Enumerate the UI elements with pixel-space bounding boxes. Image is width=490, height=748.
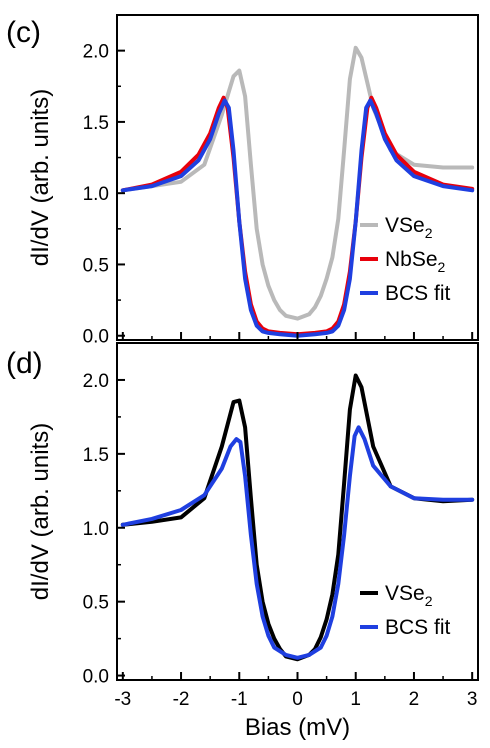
- legend-label: BCS fit: [385, 616, 451, 639]
- panel-label: (c): [6, 16, 41, 49]
- y-tick-label: 2.0: [83, 42, 109, 63]
- y-tick-label: 0.5: [83, 593, 109, 614]
- y-tick-label: 0.0: [83, 667, 109, 688]
- series-line-bcs-fit: [120, 425, 475, 660]
- x-tick-label: -1: [231, 689, 248, 710]
- x-tick-label: 1: [350, 689, 361, 710]
- legend-label: VSe2: [385, 582, 433, 609]
- legend-label-base: BCS fit: [385, 616, 451, 639]
- legend-label: VSe2: [385, 214, 433, 241]
- legend-entry: VSe2: [360, 214, 433, 241]
- panel-c: 0.00.51.01.52.0dI/dV (arb. units)(c)VSe2…: [6, 14, 479, 348]
- legend-label-subscript: 2: [425, 593, 433, 609]
- legend-entry: NbSe2: [360, 248, 446, 275]
- legend-label-subscript: 2: [438, 259, 446, 275]
- panel-label: (d): [6, 347, 43, 380]
- legend-label-base: NbSe: [385, 248, 438, 271]
- x-tick-label: 2: [409, 689, 420, 710]
- x-tick-label: -3: [114, 689, 131, 710]
- y-tick-label: 1.0: [83, 519, 109, 540]
- series-line-vse2: [120, 45, 475, 321]
- y-tick-label: 0.0: [83, 327, 109, 348]
- legend-label-base: VSe: [385, 214, 425, 237]
- x-axis-title: Bias (mV): [245, 714, 350, 741]
- y-axis-title: dI/dV (arb. units): [27, 423, 54, 600]
- legend-entry: BCS fit: [360, 282, 451, 305]
- legend-label: BCS fit: [385, 282, 451, 305]
- y-tick-label: 1.0: [83, 184, 109, 205]
- x-tick-label: 0: [292, 689, 303, 710]
- legend-label-base: BCS fit: [385, 282, 451, 305]
- legend-label-base: VSe: [385, 582, 425, 605]
- legend-label: NbSe2: [385, 248, 446, 275]
- legend-label-subscript: 2: [425, 225, 433, 241]
- y-tick-label: 0.5: [83, 255, 109, 276]
- y-axis-title: dI/dV (arb. units): [27, 89, 54, 266]
- panel-d: 0.0 0.5 1.0 1.5 2.0 -3 -2 -1 0 1 2 3 dI/dV (arb. uni…: [6, 342, 479, 741]
- y-tick-label: 1.5: [83, 113, 109, 134]
- x-tick-label: 3: [467, 689, 478, 710]
- y-tick-label: 2.0: [83, 371, 109, 392]
- x-tick-label: -2: [173, 689, 190, 710]
- y-tick-label: 1.5: [83, 445, 109, 466]
- legend-entry: BCS fit: [360, 616, 451, 639]
- legend-entry: VSe2: [360, 582, 433, 609]
